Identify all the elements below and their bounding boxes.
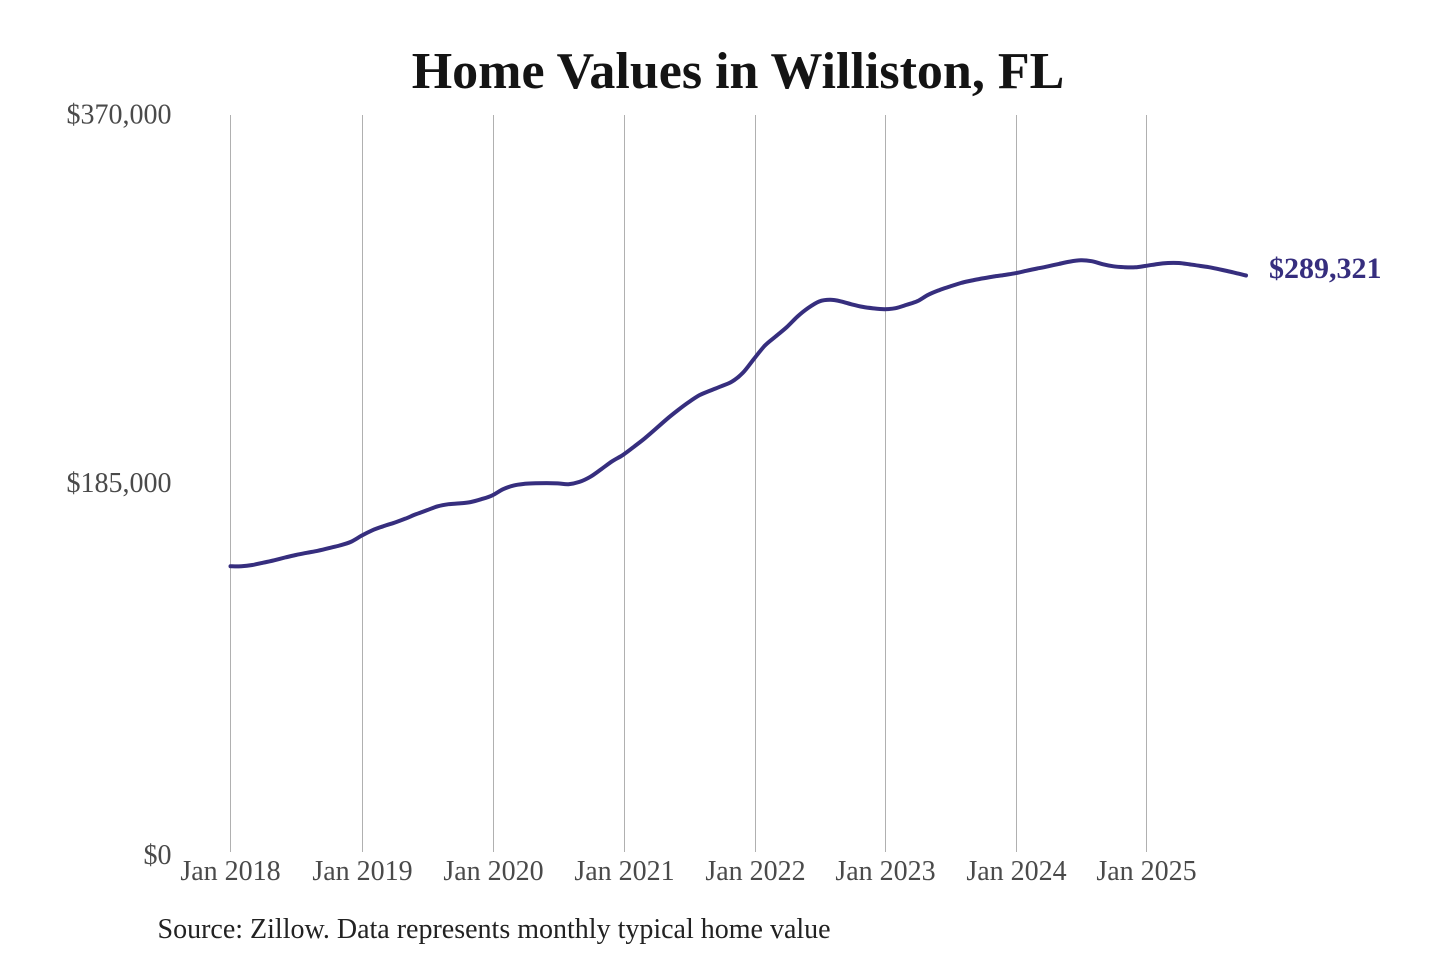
svg-text:Jan 2025: Jan 2025 — [1096, 856, 1196, 887]
svg-text:Jan 2021: Jan 2021 — [574, 856, 674, 887]
svg-text:$0: $0 — [144, 840, 172, 871]
svg-text:Jan 2019: Jan 2019 — [312, 856, 412, 887]
svg-text:Jan 2020: Jan 2020 — [443, 856, 543, 887]
svg-text:Home Values in Williston, FL: Home Values in Williston, FL — [412, 43, 1065, 100]
svg-text:$289,321: $289,321 — [1269, 252, 1382, 285]
svg-text:Jan 2023: Jan 2023 — [835, 856, 935, 887]
svg-text:Source: Zillow. Data represent: Source: Zillow. Data represents monthly … — [158, 914, 831, 945]
svg-text:$185,000: $185,000 — [67, 468, 172, 499]
svg-text:Jan 2018: Jan 2018 — [180, 856, 280, 887]
svg-text:$370,000: $370,000 — [67, 100, 172, 131]
svg-text:Jan 2022: Jan 2022 — [705, 856, 805, 887]
svg-text:Jan 2024: Jan 2024 — [966, 856, 1066, 887]
